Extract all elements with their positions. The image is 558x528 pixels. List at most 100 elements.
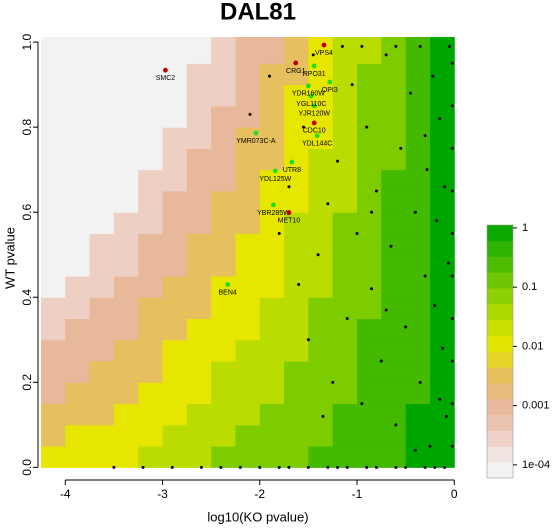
heat-cell	[211, 424, 236, 447]
heat-cell	[162, 339, 188, 362]
heat-cell	[235, 339, 261, 362]
point	[450, 359, 454, 363]
x-tick-label: -1	[352, 487, 363, 501]
highlight-point	[314, 133, 320, 139]
point	[219, 465, 223, 469]
point	[297, 283, 301, 287]
heat-cell	[211, 169, 236, 192]
heat-cell	[357, 105, 382, 128]
heat-cell	[405, 127, 431, 149]
point	[450, 189, 454, 193]
highlight-point	[225, 282, 231, 287]
heat-cell	[138, 361, 164, 383]
highlight-point	[327, 79, 333, 85]
highlight-label: YMR073C-A	[236, 138, 276, 145]
heat-cell	[381, 169, 407, 192]
heat-cell	[211, 190, 236, 213]
heat-cell	[162, 424, 188, 447]
heat-cell	[186, 254, 212, 277]
heat-cell	[138, 169, 164, 192]
heat-cell	[138, 403, 164, 426]
heat-cell	[40, 403, 66, 426]
colorbar-band	[487, 414, 513, 431]
heat-cell	[405, 190, 431, 213]
heat-cell	[89, 169, 115, 192]
heat-cell	[65, 169, 91, 192]
colorbar-band	[487, 225, 513, 242]
heat-cell	[284, 212, 309, 234]
highlight-point	[253, 130, 259, 136]
heat-cell	[235, 446, 261, 468]
point	[431, 74, 435, 78]
heat-cell	[332, 42, 358, 64]
heat-cell	[65, 403, 91, 426]
heat-cell	[381, 233, 407, 256]
heat-cell	[405, 297, 431, 320]
highlight-point	[272, 168, 278, 174]
heat-cell	[405, 212, 431, 234]
heat-cell	[259, 42, 285, 64]
heat-cell	[259, 254, 285, 277]
heat-cell	[89, 275, 115, 298]
heat-cell	[113, 37, 139, 43]
heat-cell	[284, 424, 309, 447]
heat-cell	[138, 190, 164, 213]
highlight-point	[270, 202, 276, 208]
point	[438, 397, 442, 401]
heat-cell	[89, 63, 115, 86]
heat-cell	[235, 169, 261, 192]
colorbar-tick-label: 0.001	[522, 400, 550, 412]
heat-cell	[284, 63, 309, 86]
heat-cell	[381, 254, 407, 277]
point	[438, 117, 442, 121]
heat-cell	[138, 233, 164, 256]
heat-cell	[405, 105, 431, 128]
heat-cell	[284, 169, 309, 192]
heat-cell	[259, 339, 285, 362]
point	[428, 444, 432, 448]
point	[267, 74, 271, 78]
heat-cell	[211, 105, 236, 128]
heat-cell	[186, 318, 212, 341]
heat-cell	[357, 318, 382, 341]
point	[326, 465, 330, 469]
heat-cell	[259, 233, 285, 256]
heat-cell	[381, 339, 407, 362]
highlight-label: YDR160W	[292, 91, 325, 98]
heat-cell	[332, 446, 358, 468]
heat-cell	[40, 84, 66, 107]
heat-cell	[429, 424, 455, 447]
heat-cell	[357, 424, 382, 447]
point	[433, 304, 437, 308]
point	[384, 53, 388, 57]
heat-cell	[429, 361, 455, 383]
heat-cell	[138, 382, 164, 405]
highlight-label: CRG1	[286, 68, 306, 75]
point	[423, 274, 427, 278]
heat-cell	[357, 190, 382, 213]
heat-cell	[186, 190, 212, 213]
heat-cell	[40, 446, 66, 468]
heat-cell	[113, 424, 139, 447]
heat-cell	[113, 275, 139, 298]
heat-cell	[65, 446, 91, 468]
colorbar-tick-label: 1e-04	[522, 459, 550, 471]
heat-cell	[332, 382, 358, 405]
point	[433, 465, 437, 469]
heat-cell	[332, 212, 358, 234]
heat-cell	[162, 37, 188, 43]
heat-cell	[138, 84, 164, 107]
highlight-label: YDL144C	[302, 141, 332, 148]
colorbar-band	[487, 304, 513, 321]
heat-cell	[65, 233, 91, 256]
colorbar-band	[487, 462, 513, 479]
heat-cell	[113, 361, 139, 383]
highlight-point	[293, 60, 299, 66]
point	[441, 346, 445, 350]
heat-cell	[65, 190, 91, 213]
colorbar-band	[487, 446, 513, 463]
heat-cell	[308, 233, 334, 256]
point	[443, 185, 447, 189]
heat-cell	[138, 105, 164, 128]
heat-cell	[357, 37, 382, 43]
